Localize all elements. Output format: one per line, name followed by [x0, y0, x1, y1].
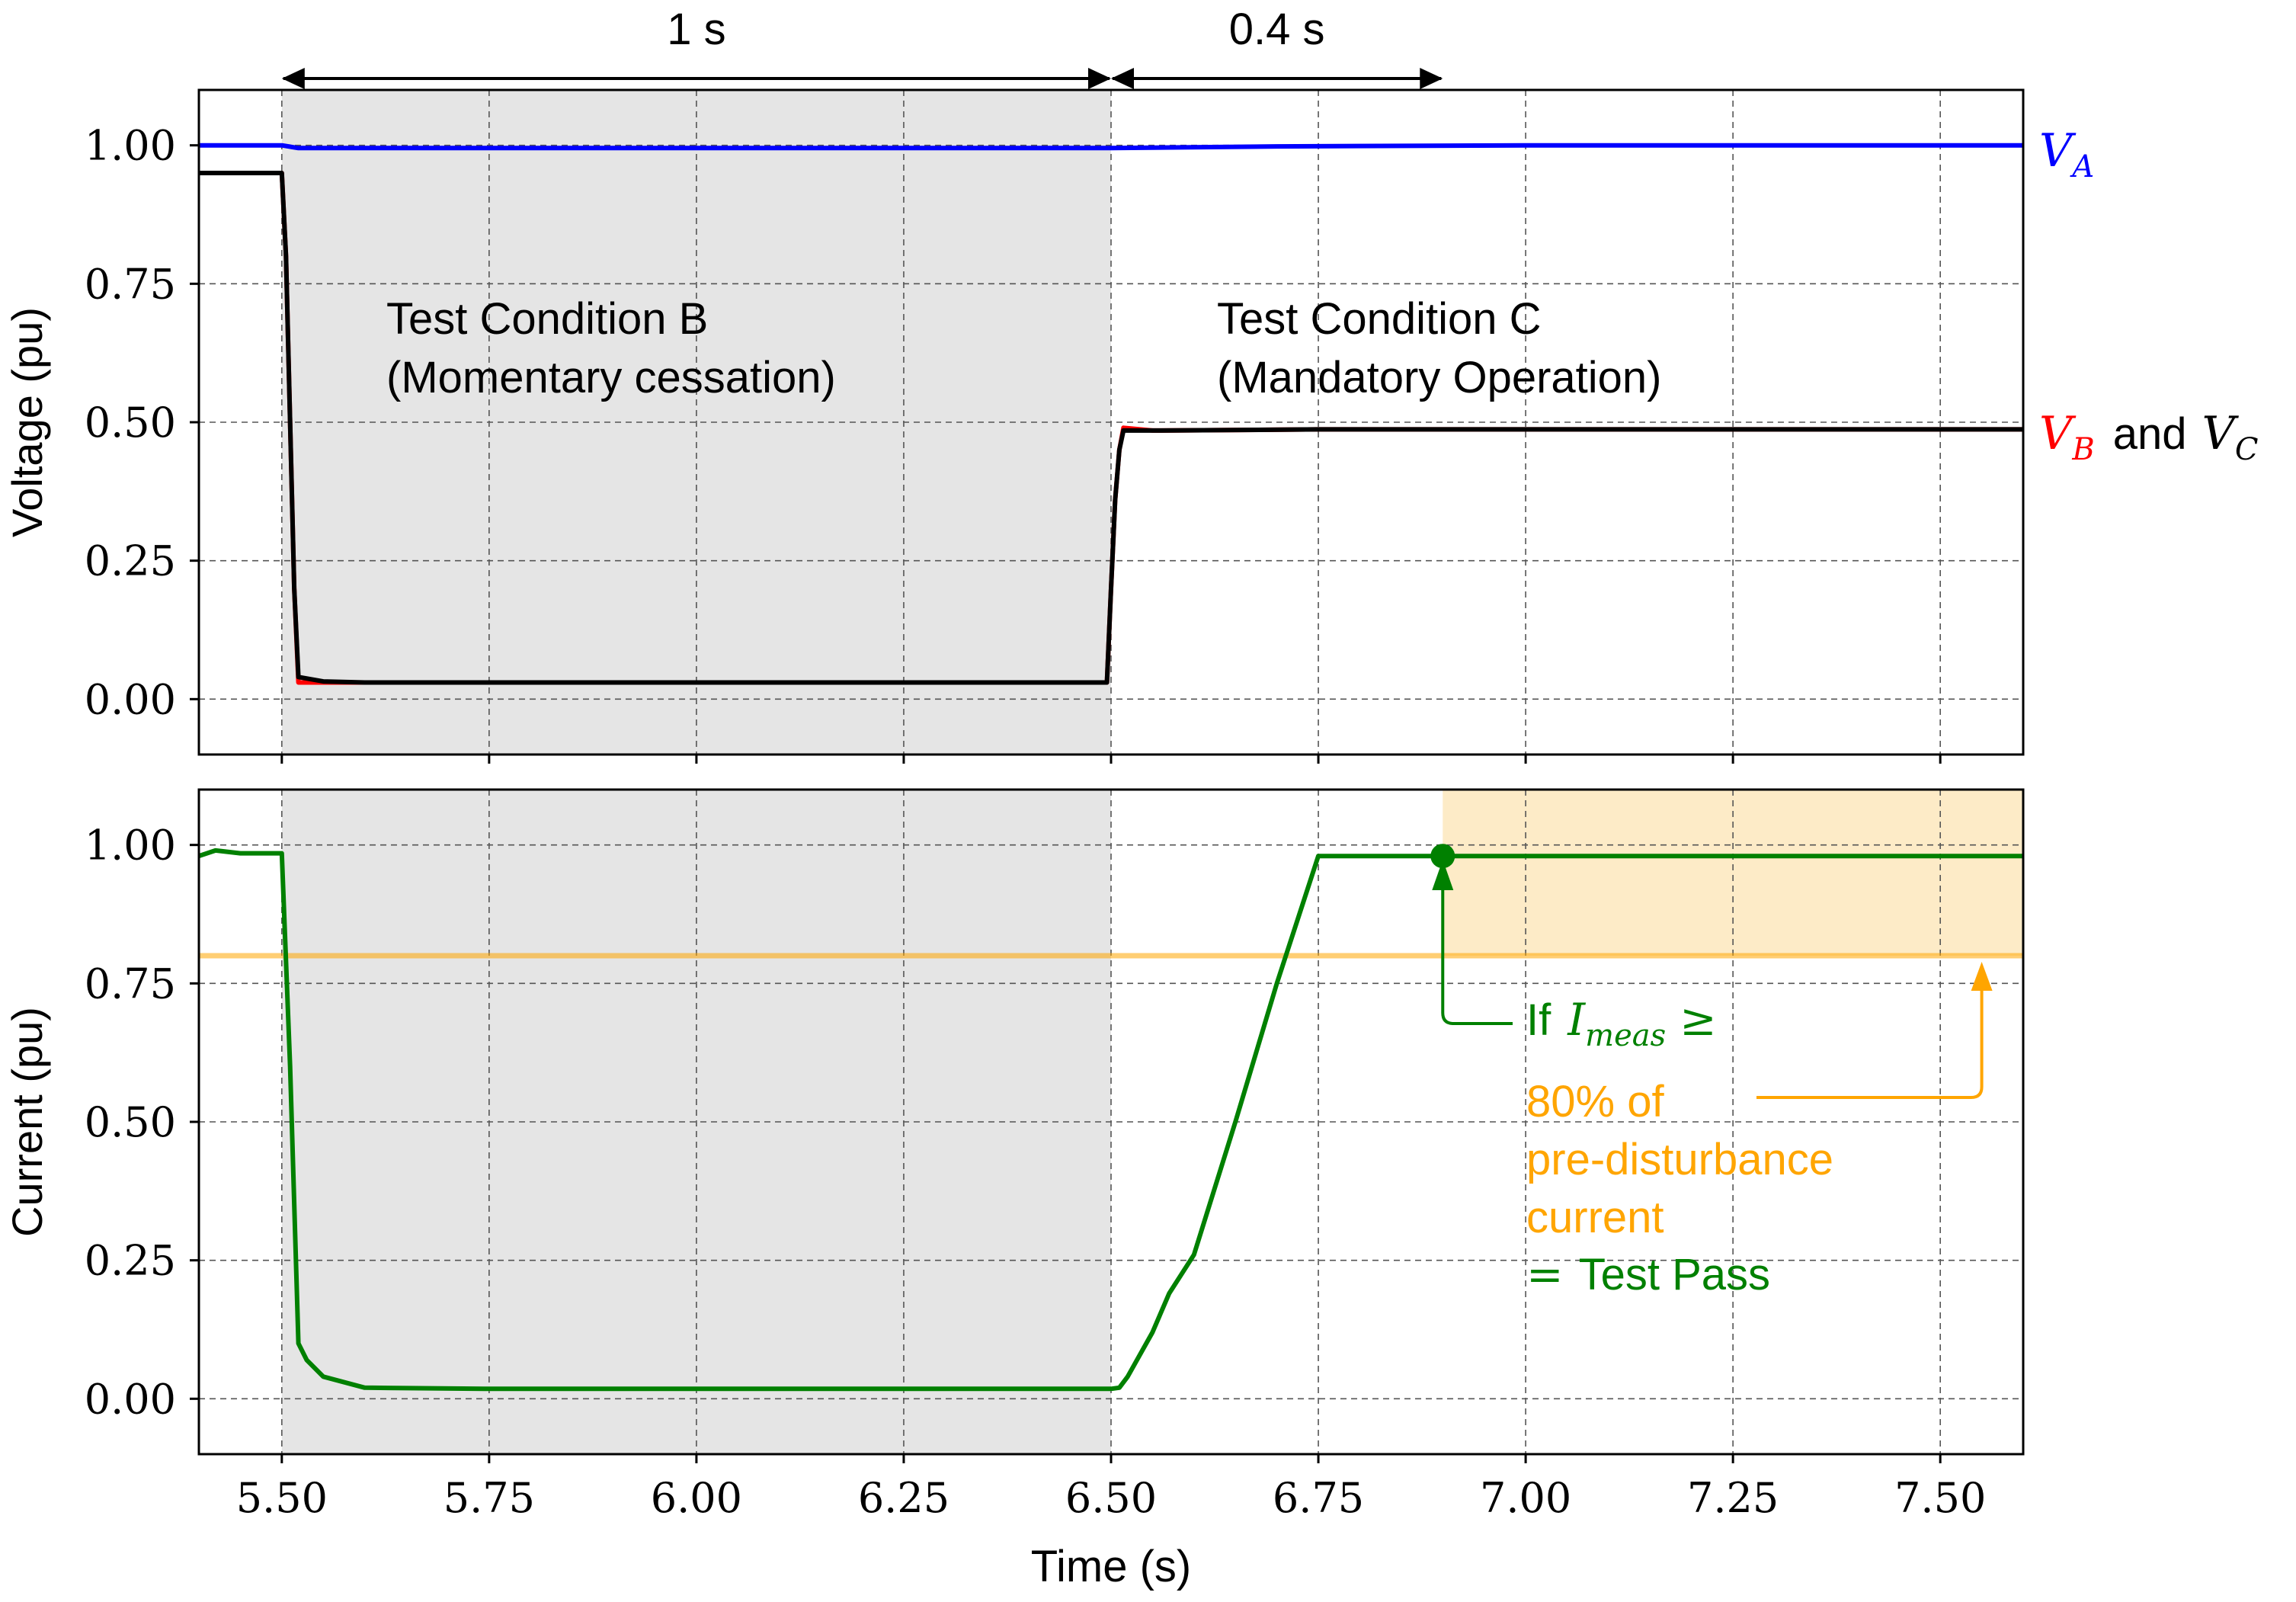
- annotation-result: = Test Pass: [1526, 1248, 1770, 1300]
- pass-arrow-green-line: [1441, 883, 1513, 1025]
- span-arrow-1-head-left: [1111, 68, 1134, 89]
- annotation-geq: ≥: [1680, 994, 1717, 1046]
- voltage-series-group: [199, 143, 2023, 685]
- annotation-if: If: [1526, 995, 1551, 1045]
- xtick-label-6: 7.00: [1480, 1474, 1571, 1522]
- annotation-condition-c: Test Condition C (Mandatory Operation): [1217, 294, 1661, 402]
- span-arrow-0-head-right: [1088, 68, 1111, 89]
- xtick-label-5: 6.75: [1273, 1474, 1364, 1522]
- annotation-threshold-line2: pre-disturbance: [1526, 1135, 1833, 1184]
- annotation-result-eq: =: [1526, 1248, 1564, 1300]
- annotation-imeas-symbol: I: [1567, 994, 1586, 1046]
- pass-arrow-orange-head: [1971, 962, 1993, 991]
- voltage-ytick-label-4: 1.00: [85, 122, 176, 170]
- xtick-label-1: 5.75: [444, 1474, 535, 1522]
- xtick-label-8: 7.50: [1894, 1474, 1986, 1522]
- annotation-threshold-line1: 80% of: [1526, 1077, 1664, 1126]
- voltage-ytick-label-2: 0.50: [85, 399, 176, 447]
- current-series-group: [199, 847, 2023, 1392]
- voltage-ytick-label-3: 0.75: [85, 260, 176, 308]
- pass-arrow-orange-line: [1756, 991, 1984, 1099]
- pass-annotation-arrows: [1430, 844, 1993, 1099]
- annotation-condition: If Imeas ≥: [1526, 994, 1717, 1053]
- series-label-va-symbol: V: [2039, 124, 2077, 178]
- xtick-label-7: 7.25: [1687, 1474, 1779, 1522]
- threshold-pass-region: [1443, 790, 2023, 956]
- current-panel: 0.00 0.25 0.50 0.75 1.00 5.50 5.75 6.00 6.25 6.5…: [3, 788, 2025, 1591]
- series-label-va: VA: [2039, 124, 2094, 184]
- x-axis-label: Time (s): [1031, 1542, 1191, 1591]
- pass-arrow-green-head: [1432, 860, 1454, 890]
- voltage-panel: 0.00 0.25 0.50 0.75 1.00 Voltage (pu) 1 s 0.4…: [3, 5, 2258, 764]
- current-ytick-label-0: 0.00: [85, 1375, 176, 1423]
- xtick-label-3: 6.25: [858, 1474, 949, 1522]
- span-arrows: 1 s 0.4 s: [281, 5, 1443, 89]
- voltage-y-axis-label: Voltage (pu): [3, 307, 51, 537]
- voltage-ytick-label-1: 0.25: [85, 537, 176, 585]
- annotation-threshold: 80% of pre-disturbance current: [1526, 1077, 1846, 1242]
- span-arrow-0-head-left: [281, 68, 305, 89]
- annotation-result-text: Test Pass: [1579, 1250, 1770, 1299]
- annotation-condition-c-line1: Test Condition C: [1217, 294, 1542, 344]
- series-label-joiner: and: [2113, 409, 2187, 459]
- series-i-meas: [199, 847, 2023, 1392]
- pass-marker: [1430, 844, 1455, 869]
- xtick-label-2: 6.00: [651, 1474, 742, 1522]
- series-label-vb-vc: VB and VC: [2039, 407, 2258, 467]
- current-x-ticks: 5.50 5.75 6.00 6.25 6.50 6.75 7.00 7.25 7.50: [236, 1454, 1986, 1522]
- span-label-0: 1 s: [667, 5, 725, 54]
- series-label-vc-sub: C: [2235, 432, 2259, 467]
- annotation-threshold-line3: current: [1526, 1193, 1664, 1242]
- current-ytick-label-3: 0.75: [85, 960, 176, 1008]
- xtick-label-4: 6.50: [1065, 1474, 1157, 1522]
- voltage-ytick-label-0: 0.00: [85, 675, 176, 723]
- span-label-1: 0.4 s: [1229, 5, 1325, 54]
- current-y-ticks: 0.00 0.25 0.50 0.75 1.00: [85, 822, 199, 1423]
- current-grid: [199, 790, 2023, 1454]
- current-y-axis-label: Current (pu): [3, 1007, 51, 1237]
- series-v-a: [199, 143, 2023, 151]
- series-label-vb-symbol: V: [2039, 407, 2077, 460]
- voltage-x-ticks: [280, 755, 1942, 764]
- xtick-label-0: 5.50: [236, 1474, 328, 1522]
- annotation-imeas-sub: meas: [1585, 1018, 1666, 1053]
- current-ytick-label-2: 0.50: [85, 1098, 176, 1146]
- annotation-condition-b: Test Condition B (Momentary cessation): [386, 294, 836, 402]
- series-v-c: [199, 171, 2023, 685]
- span-arrow-1-head-right: [1420, 68, 1443, 89]
- annotation-condition-c-line2: (Mandatory Operation): [1217, 353, 1661, 402]
- annotation-condition-b-line2: (Momentary cessation): [386, 353, 836, 402]
- voltage-y-ticks: 0.00 0.25 0.50 0.75 1.00: [85, 122, 199, 723]
- current-ytick-label-1: 0.25: [85, 1237, 176, 1285]
- series-label-vc-symbol: V: [2202, 407, 2240, 460]
- series-label-vb-sub: B: [2071, 432, 2094, 467]
- annotation-condition-b-line1: Test Condition B: [386, 294, 708, 344]
- series-label-va-sub: A: [2069, 149, 2094, 184]
- current-ytick-label-4: 1.00: [85, 822, 176, 870]
